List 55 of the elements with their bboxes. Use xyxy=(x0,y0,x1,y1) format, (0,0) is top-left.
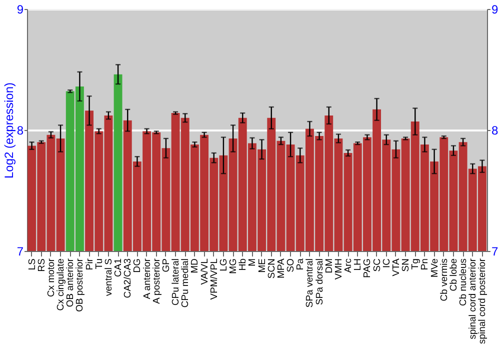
x-tick-label: Pa xyxy=(295,258,306,270)
x-tick-label: LG xyxy=(218,258,230,272)
y-axis-title: Log2 (expression) xyxy=(2,82,16,179)
x-tick-label: M xyxy=(247,258,258,266)
x-tick-label: PAG xyxy=(362,258,374,278)
x-tick-label: CA2/CA3 xyxy=(122,258,134,298)
x-tick-label: Hb xyxy=(238,258,249,271)
x-tick-label: ME xyxy=(256,258,268,273)
y2-tick-label: 7 xyxy=(492,244,498,258)
x-tick-label: Cx motor xyxy=(46,258,57,298)
x-tick-label: VPM/VPL xyxy=(208,258,220,300)
x-tick-label: ventral S xyxy=(103,258,114,296)
x-tick-label: RS xyxy=(36,258,48,272)
x-tick-label: MD xyxy=(190,258,201,274)
x-tick-label: SN xyxy=(400,258,412,272)
x-tick-label: LH xyxy=(352,258,364,271)
x-tick-label: SO xyxy=(286,258,297,272)
x-tick-label: VA/VL xyxy=(199,258,210,285)
x-tick-label: DG xyxy=(132,258,144,273)
x-tick-label: LS xyxy=(26,258,38,270)
x-tick-label: SPa ventral xyxy=(304,258,316,308)
x-tick-label: Arc xyxy=(343,258,354,273)
y2-tick-label: 9 xyxy=(492,2,498,16)
x-tick-label: Cx cingulate xyxy=(56,258,67,311)
y-tick-label: 9 xyxy=(16,2,24,16)
x-tick-label: CA1 xyxy=(113,258,124,277)
x-tick-label: OB posterior xyxy=(74,258,86,312)
x-tick-label: Tu xyxy=(94,258,105,270)
x-tick-label: Pn xyxy=(420,258,431,270)
x-tick-label: SC xyxy=(372,258,383,272)
y-tick-label: 7 xyxy=(16,244,24,258)
x-tick-label: Pir xyxy=(84,258,96,270)
x-tick-label: Cb lobe xyxy=(448,258,460,292)
x-tick-label: VTA xyxy=(390,258,402,276)
x-tick-label: DM xyxy=(324,258,335,274)
x-tick-label: VMH xyxy=(333,258,344,280)
x-tick-label: Cb vermis xyxy=(438,258,450,302)
x-tick-label: spinal cord anterior xyxy=(468,258,479,340)
x-tick-label: SPa dorsal xyxy=(314,258,326,305)
x-tick-label: CPu lateral xyxy=(170,258,182,306)
x-tick-label: Cb nucleus xyxy=(458,258,470,306)
x-tick-label: IC xyxy=(381,258,392,268)
x-tick-label: GP xyxy=(160,258,172,272)
y2-tick-label: 8 xyxy=(492,124,498,138)
x-tick-label: A anterior xyxy=(142,258,153,300)
x-tick-label: SCN xyxy=(266,258,278,279)
x-tick-label: MG xyxy=(228,258,240,274)
x-tick-label: OB anterior xyxy=(65,258,76,308)
y-tick-label: 8 xyxy=(16,124,24,138)
x-tick-label: MVe xyxy=(429,258,440,278)
x-tick-label: CPu medial xyxy=(180,258,192,308)
x-tick-label: A posterior xyxy=(151,258,162,304)
x-tick-label: spinal cord posterior xyxy=(477,258,488,344)
x-tick-label: MPA xyxy=(276,258,287,278)
x-tick-label: Tg xyxy=(410,258,422,270)
